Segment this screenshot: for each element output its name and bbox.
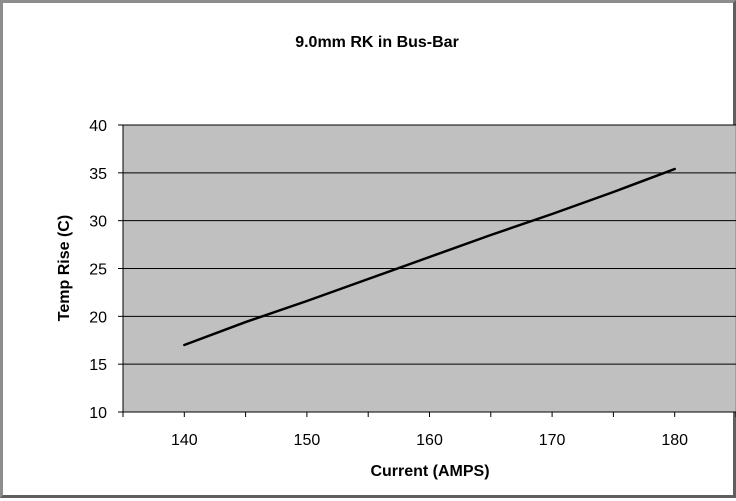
x-axis-label: Current (AMPS) bbox=[370, 463, 489, 480]
x-tick-label-170: 170 bbox=[539, 432, 566, 449]
y-tick-label-20: 20 bbox=[89, 309, 107, 326]
series-line-1 bbox=[183, 167, 676, 347]
y-axis-label: Temp Rise (C) bbox=[56, 215, 73, 321]
y-tick-label-15: 15 bbox=[89, 357, 107, 374]
chart: 9.0mm RK in Bus-Bar 10 15 20 25 30 35 40 140 150… bbox=[56, 34, 736, 480]
y-tick-label-35: 35 bbox=[89, 166, 107, 183]
x-tick-label-150: 150 bbox=[294, 432, 321, 449]
x-tick-label-140: 140 bbox=[171, 432, 198, 449]
x-tick-label-160: 160 bbox=[416, 432, 443, 449]
y-tick-label-40: 40 bbox=[89, 118, 107, 135]
plot-area: 10 15 20 25 30 35 40 140 150 160 170 180 bbox=[89, 118, 736, 449]
chart-title: 9.0mm RK in Bus-Bar bbox=[295, 34, 459, 51]
y-tick-label-25: 25 bbox=[89, 262, 107, 279]
y-tick-label-10: 10 bbox=[89, 405, 107, 422]
x-tick-label-180: 180 bbox=[661, 432, 688, 449]
y-tick-label-30: 30 bbox=[89, 214, 107, 231]
